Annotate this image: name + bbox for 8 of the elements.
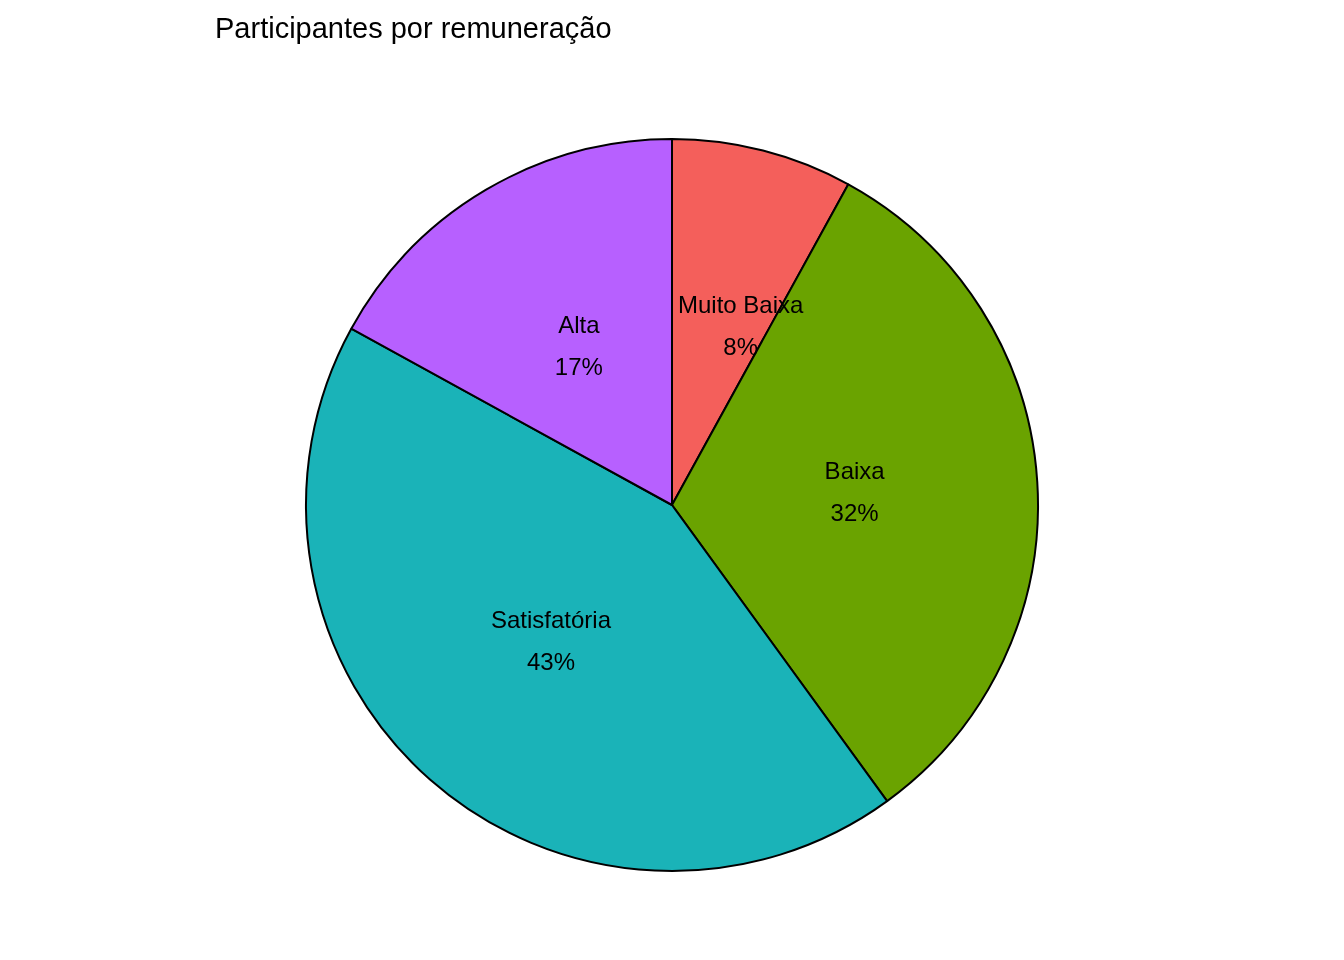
data-label: 8% (723, 333, 759, 361)
data-label: 32% (830, 499, 879, 527)
chart-title: Participantes por remuneração (215, 12, 612, 44)
data-label: 17% (554, 353, 603, 381)
slice-label: Alta (558, 311, 601, 339)
slice-label: Baixa (824, 457, 886, 485)
data-label: 43% (526, 647, 575, 675)
slice-label: Satisfatória (490, 605, 612, 633)
